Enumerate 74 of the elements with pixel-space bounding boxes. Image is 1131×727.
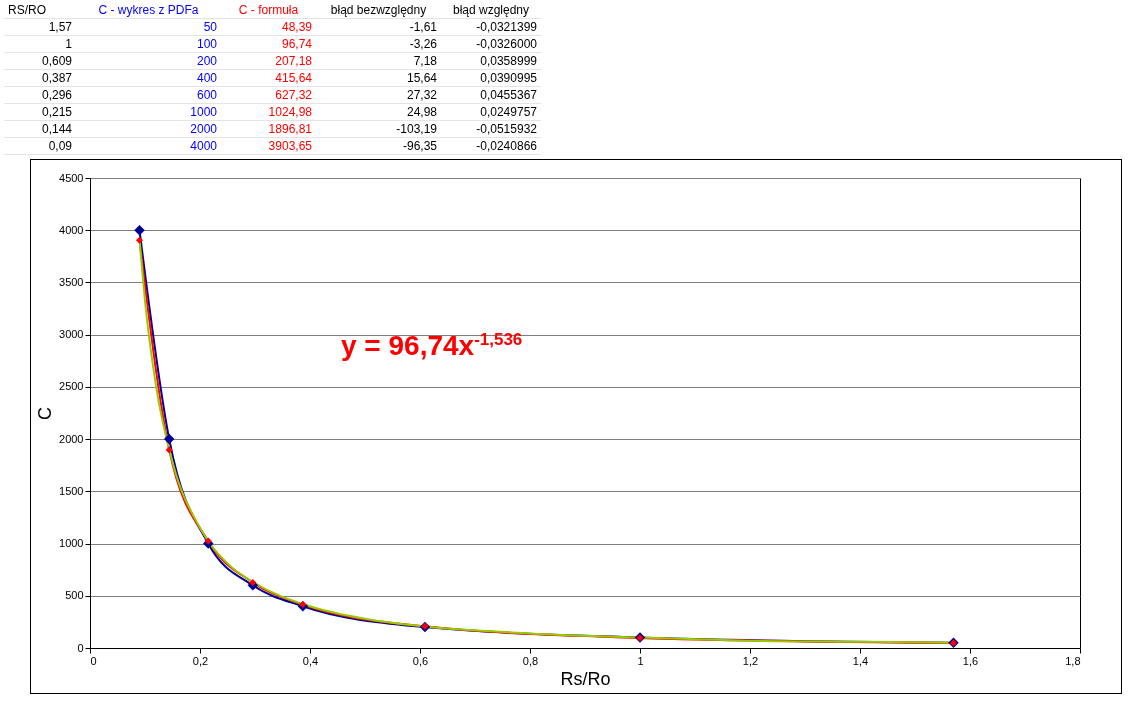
- text: 0,144: [4, 121, 76, 138]
- point: [134, 224, 145, 236]
- text: -0,0326000: [441, 36, 541, 53]
- text: 27,32: [316, 87, 441, 104]
- x-tick-label: 0,6: [412, 654, 429, 667]
- x-tick-label: 1,2: [742, 654, 759, 667]
- text: 200: [76, 53, 221, 70]
- y-tick-label: 4500: [59, 171, 84, 184]
- text: 4000: [76, 138, 221, 155]
- text: RS/RO: [4, 2, 76, 19]
- x-tick-label: 1,4: [852, 654, 869, 667]
- x-tick-label: 1: [637, 654, 644, 667]
- text: 600: [76, 87, 221, 104]
- x-tick-label: 1,6: [962, 654, 979, 667]
- text: 50: [76, 19, 221, 36]
- text: 0,09: [4, 138, 76, 155]
- x-axis-title: Rs/Ro: [560, 668, 611, 689]
- text: 627,32: [221, 87, 316, 104]
- text: 207,18: [221, 53, 316, 70]
- text: -0,0321399: [441, 19, 541, 36]
- text: 0,215: [4, 104, 76, 121]
- point: [165, 446, 173, 454]
- x-tick-label: 1,8: [1065, 654, 1081, 667]
- text: 96,74: [221, 36, 316, 53]
- x-tick-label: 0,8: [522, 654, 539, 667]
- point: [204, 537, 212, 545]
- y-tick-label: 3000: [59, 328, 84, 341]
- text: 1,57: [4, 19, 76, 36]
- x-tick-label: 0,2: [192, 654, 209, 667]
- point: [249, 578, 257, 587]
- text: 1024,98: [221, 104, 316, 121]
- text: -3,26: [316, 36, 441, 53]
- text: -0,0515932: [441, 121, 541, 138]
- text: 0,609: [4, 53, 76, 70]
- y-tick-label: 1000: [59, 537, 84, 550]
- y-axis-title: C: [35, 407, 56, 420]
- y-tick-label: 2000: [59, 432, 84, 445]
- y-tick-label: 4000: [59, 223, 84, 236]
- text: -1,61: [316, 19, 441, 36]
- annotation: y = 96,74x$^{-1,536}$: [341, 330, 523, 362]
- text: -0,0240866: [441, 138, 541, 155]
- point: [163, 433, 175, 445]
- text: 0,0390995: [441, 70, 541, 87]
- text: 0,0358999: [441, 53, 541, 70]
- y-tick-label: 1500: [59, 484, 84, 497]
- y-tick-label: 500: [65, 589, 84, 602]
- text: 0,0249757: [441, 104, 541, 121]
- text: 0,296: [4, 87, 76, 104]
- text: 3903,65: [221, 138, 316, 155]
- text: 0,0455367: [441, 87, 541, 104]
- text: 100: [76, 36, 221, 53]
- text: 7,18: [316, 53, 441, 70]
- y-tick-label: 3500: [59, 275, 84, 288]
- text: 1896,81: [221, 121, 316, 138]
- text: 24,98: [316, 104, 441, 121]
- text: 15,64: [316, 70, 441, 87]
- text: -103,19: [316, 121, 441, 138]
- y-tick-label: 2500: [59, 380, 84, 393]
- text: 2000: [76, 121, 221, 138]
- text: -96,35: [316, 138, 441, 155]
- x-tick-label: 0,4: [302, 654, 319, 667]
- text: 415,64: [221, 70, 316, 87]
- y-tick-label: 0: [77, 641, 84, 654]
- text: błąd bezwzględny: [316, 2, 441, 19]
- text: C - formuła: [221, 2, 316, 19]
- text: błąd względny: [441, 2, 541, 19]
- text: 1: [4, 36, 76, 53]
- x-tick-label: 0: [90, 654, 97, 667]
- text: 400: [76, 70, 221, 87]
- text: 1000: [76, 104, 221, 121]
- point: [135, 236, 144, 244]
- text: 48,39: [221, 19, 316, 36]
- text: 0,387: [4, 70, 76, 87]
- text: C - wykres z PDFa: [76, 2, 221, 19]
